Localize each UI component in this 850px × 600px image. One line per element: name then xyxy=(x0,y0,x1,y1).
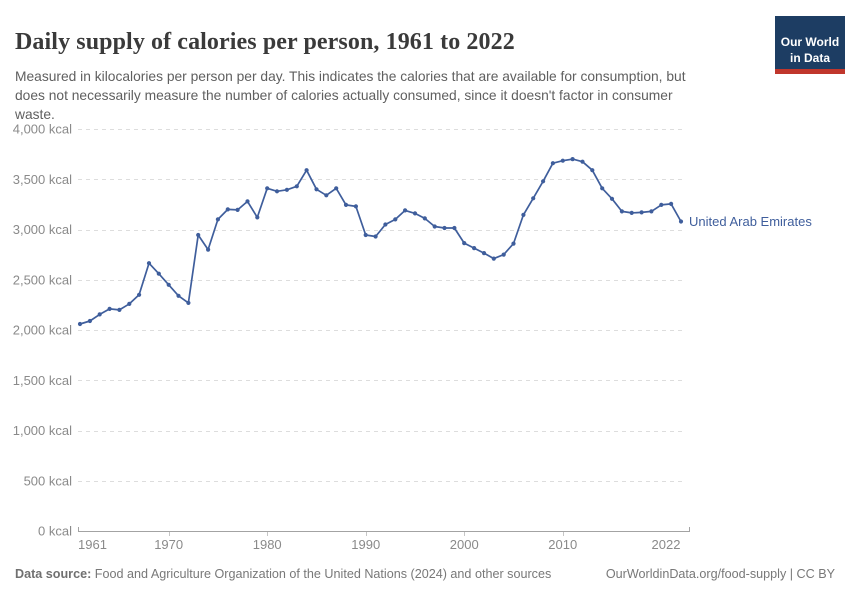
data-point-marker xyxy=(462,241,467,246)
data-point-marker xyxy=(176,293,181,298)
data-source-line: Data source: Food and Agriculture Organi… xyxy=(15,566,551,583)
data-point-marker xyxy=(314,187,319,192)
owid-logo[interactable]: Our World in Data xyxy=(775,16,845,75)
data-point-marker xyxy=(127,301,132,306)
data-point-marker xyxy=(77,321,83,327)
data-point-marker xyxy=(284,187,289,192)
data-point-marker xyxy=(265,186,270,191)
data-point-marker xyxy=(659,202,664,207)
data-point-marker xyxy=(629,210,634,215)
data-point-marker xyxy=(186,300,191,305)
owid-logo-text: Our World in Data xyxy=(780,35,840,65)
data-point-marker xyxy=(600,186,605,191)
data-point-marker xyxy=(669,201,674,206)
data-point-marker xyxy=(472,246,477,251)
data-point-marker xyxy=(541,179,546,184)
data-point-marker xyxy=(353,204,358,209)
data-point-marker xyxy=(146,261,152,266)
owid-credit-link[interactable]: OurWorldinData.org/food-supply | CC BY xyxy=(605,567,835,581)
data-point-marker xyxy=(491,256,496,261)
data-point-marker xyxy=(511,241,516,246)
data-point-marker xyxy=(334,186,339,191)
data-point-marker xyxy=(363,232,368,238)
data-point-marker xyxy=(412,211,418,216)
data-point-marker xyxy=(137,292,142,297)
data-point-marker xyxy=(215,217,220,222)
x-axis-tick-label: 2022 xyxy=(652,537,681,552)
data-point-marker xyxy=(324,193,329,198)
data-point-marker xyxy=(107,306,112,311)
data-point-marker xyxy=(639,210,644,215)
data-point-marker xyxy=(235,207,240,212)
data-point-marker xyxy=(403,208,408,213)
data-point-marker xyxy=(432,224,437,229)
y-axis-tick-label: 0 kcal xyxy=(38,524,72,539)
data-point-marker xyxy=(97,312,102,317)
data-point-marker xyxy=(373,234,378,239)
data-point-marker xyxy=(678,219,684,224)
y-axis-tick-label: 1,000 kcal xyxy=(13,423,72,438)
data-point-marker xyxy=(481,251,487,256)
data-point-marker xyxy=(521,212,526,217)
chart-footer: Data source: Food and Agriculture Organi… xyxy=(15,566,835,583)
data-point-marker xyxy=(609,196,615,201)
y-axis-tick-label: 2,000 kcal xyxy=(13,323,72,338)
data-source-text: Food and Agriculture Organization of the… xyxy=(91,567,552,581)
chart-title: Daily supply of calories per person, 196… xyxy=(15,29,515,56)
data-point-marker xyxy=(206,247,211,252)
data-point-marker xyxy=(255,215,260,220)
data-point-marker xyxy=(196,232,201,238)
series-entity-label: United Arab Emirates xyxy=(689,214,812,229)
data-point-marker xyxy=(560,158,565,163)
data-point-marker xyxy=(166,282,171,287)
x-axis-tick-label: 1980 xyxy=(253,537,282,552)
data-point-marker xyxy=(442,225,447,231)
y-axis-tick-label: 500 kcal xyxy=(24,473,73,488)
x-axis-tick-label: 2000 xyxy=(450,537,479,552)
data-point-marker xyxy=(501,252,506,257)
x-axis-tick-label: 1961 xyxy=(78,537,107,552)
x-axis-tick-label: 1990 xyxy=(351,537,380,552)
y-axis-tick-label: 2,500 kcal xyxy=(13,272,72,287)
x-axis-tick-label: 1970 xyxy=(154,537,183,552)
y-axis-tick-label: 1,500 kcal xyxy=(13,373,72,388)
data-point-marker xyxy=(580,159,585,164)
data-line xyxy=(79,158,682,325)
data-point-marker xyxy=(383,222,388,227)
data-point-marker xyxy=(590,168,595,173)
data-point-marker xyxy=(649,209,654,214)
x-axis-tick-label: 2010 xyxy=(548,537,577,552)
data-point-marker xyxy=(294,184,299,189)
y-axis-tick-label: 4,000 kcal xyxy=(13,122,72,137)
data-point-marker xyxy=(550,161,556,166)
data-point-marker xyxy=(274,189,280,194)
y-axis-tick-label: 3,000 kcal xyxy=(13,222,72,237)
data-point-marker xyxy=(117,307,122,312)
y-axis-tick-label: 3,500 kcal xyxy=(13,172,72,187)
data-point-marker xyxy=(452,225,457,231)
data-point-marker xyxy=(619,209,625,214)
data-point-marker xyxy=(245,199,250,204)
data-point-marker xyxy=(87,318,92,324)
chart-subtitle: Measured in kilocalories per person per … xyxy=(15,68,686,122)
data-point-marker xyxy=(156,271,161,276)
data-point-marker xyxy=(531,196,536,201)
data-point-marker xyxy=(343,202,349,207)
data-point-marker xyxy=(570,157,575,162)
data-point-marker xyxy=(225,207,230,212)
data-point-marker xyxy=(304,168,309,173)
data-point-marker xyxy=(422,216,427,221)
data-point-marker xyxy=(393,217,398,222)
data-source-label: Data source: xyxy=(15,567,92,581)
